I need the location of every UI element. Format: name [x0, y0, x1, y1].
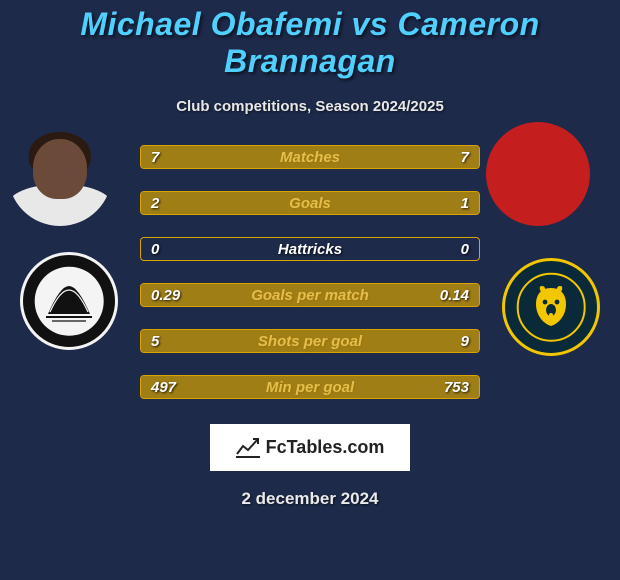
chart-icon	[236, 438, 260, 458]
stat-right-value: 9	[461, 333, 469, 350]
stat-right-value: 753	[444, 379, 469, 396]
page-title: Michael Obafemi vs Cameron Brannagan	[0, 0, 620, 80]
stat-left-value: 5	[151, 333, 159, 350]
stat-left-value: 497	[151, 379, 176, 396]
stat-left-value: 0	[151, 241, 159, 258]
stat-right-value: 1	[461, 195, 469, 212]
stat-row: 497Min per goal753	[140, 375, 480, 399]
club-right-crest	[502, 258, 600, 356]
stat-left-value: 2	[151, 195, 159, 212]
stats-area: 7Matches7 2Goals1 0Hattricks0 0.29Goals per…	[140, 145, 480, 399]
brand-badge: FcTables.com	[210, 421, 410, 471]
stat-right-value: 0.14	[440, 287, 469, 304]
stat-left-value: 7	[151, 149, 159, 166]
stat-right-value: 0	[461, 241, 469, 258]
brand-text: FcTables.com	[266, 437, 385, 458]
stat-row: 0Hattricks0	[140, 237, 480, 261]
stat-row: 7Matches7	[140, 145, 480, 169]
date-text: 2 december 2024	[0, 489, 620, 509]
stat-label: Hattricks	[141, 241, 479, 258]
stat-row: 5Shots per goal9	[140, 329, 480, 353]
stat-right-value: 7	[461, 149, 469, 166]
club-left-crest	[20, 252, 118, 350]
subtitle: Club competitions, Season 2024/2025	[0, 98, 620, 115]
player-right-avatar	[486, 122, 590, 226]
stat-row: 0.29Goals per match0.14	[140, 283, 480, 307]
stat-left-value: 0.29	[151, 287, 180, 304]
stat-row: 2Goals1	[140, 191, 480, 215]
player-left-avatar	[8, 122, 112, 226]
